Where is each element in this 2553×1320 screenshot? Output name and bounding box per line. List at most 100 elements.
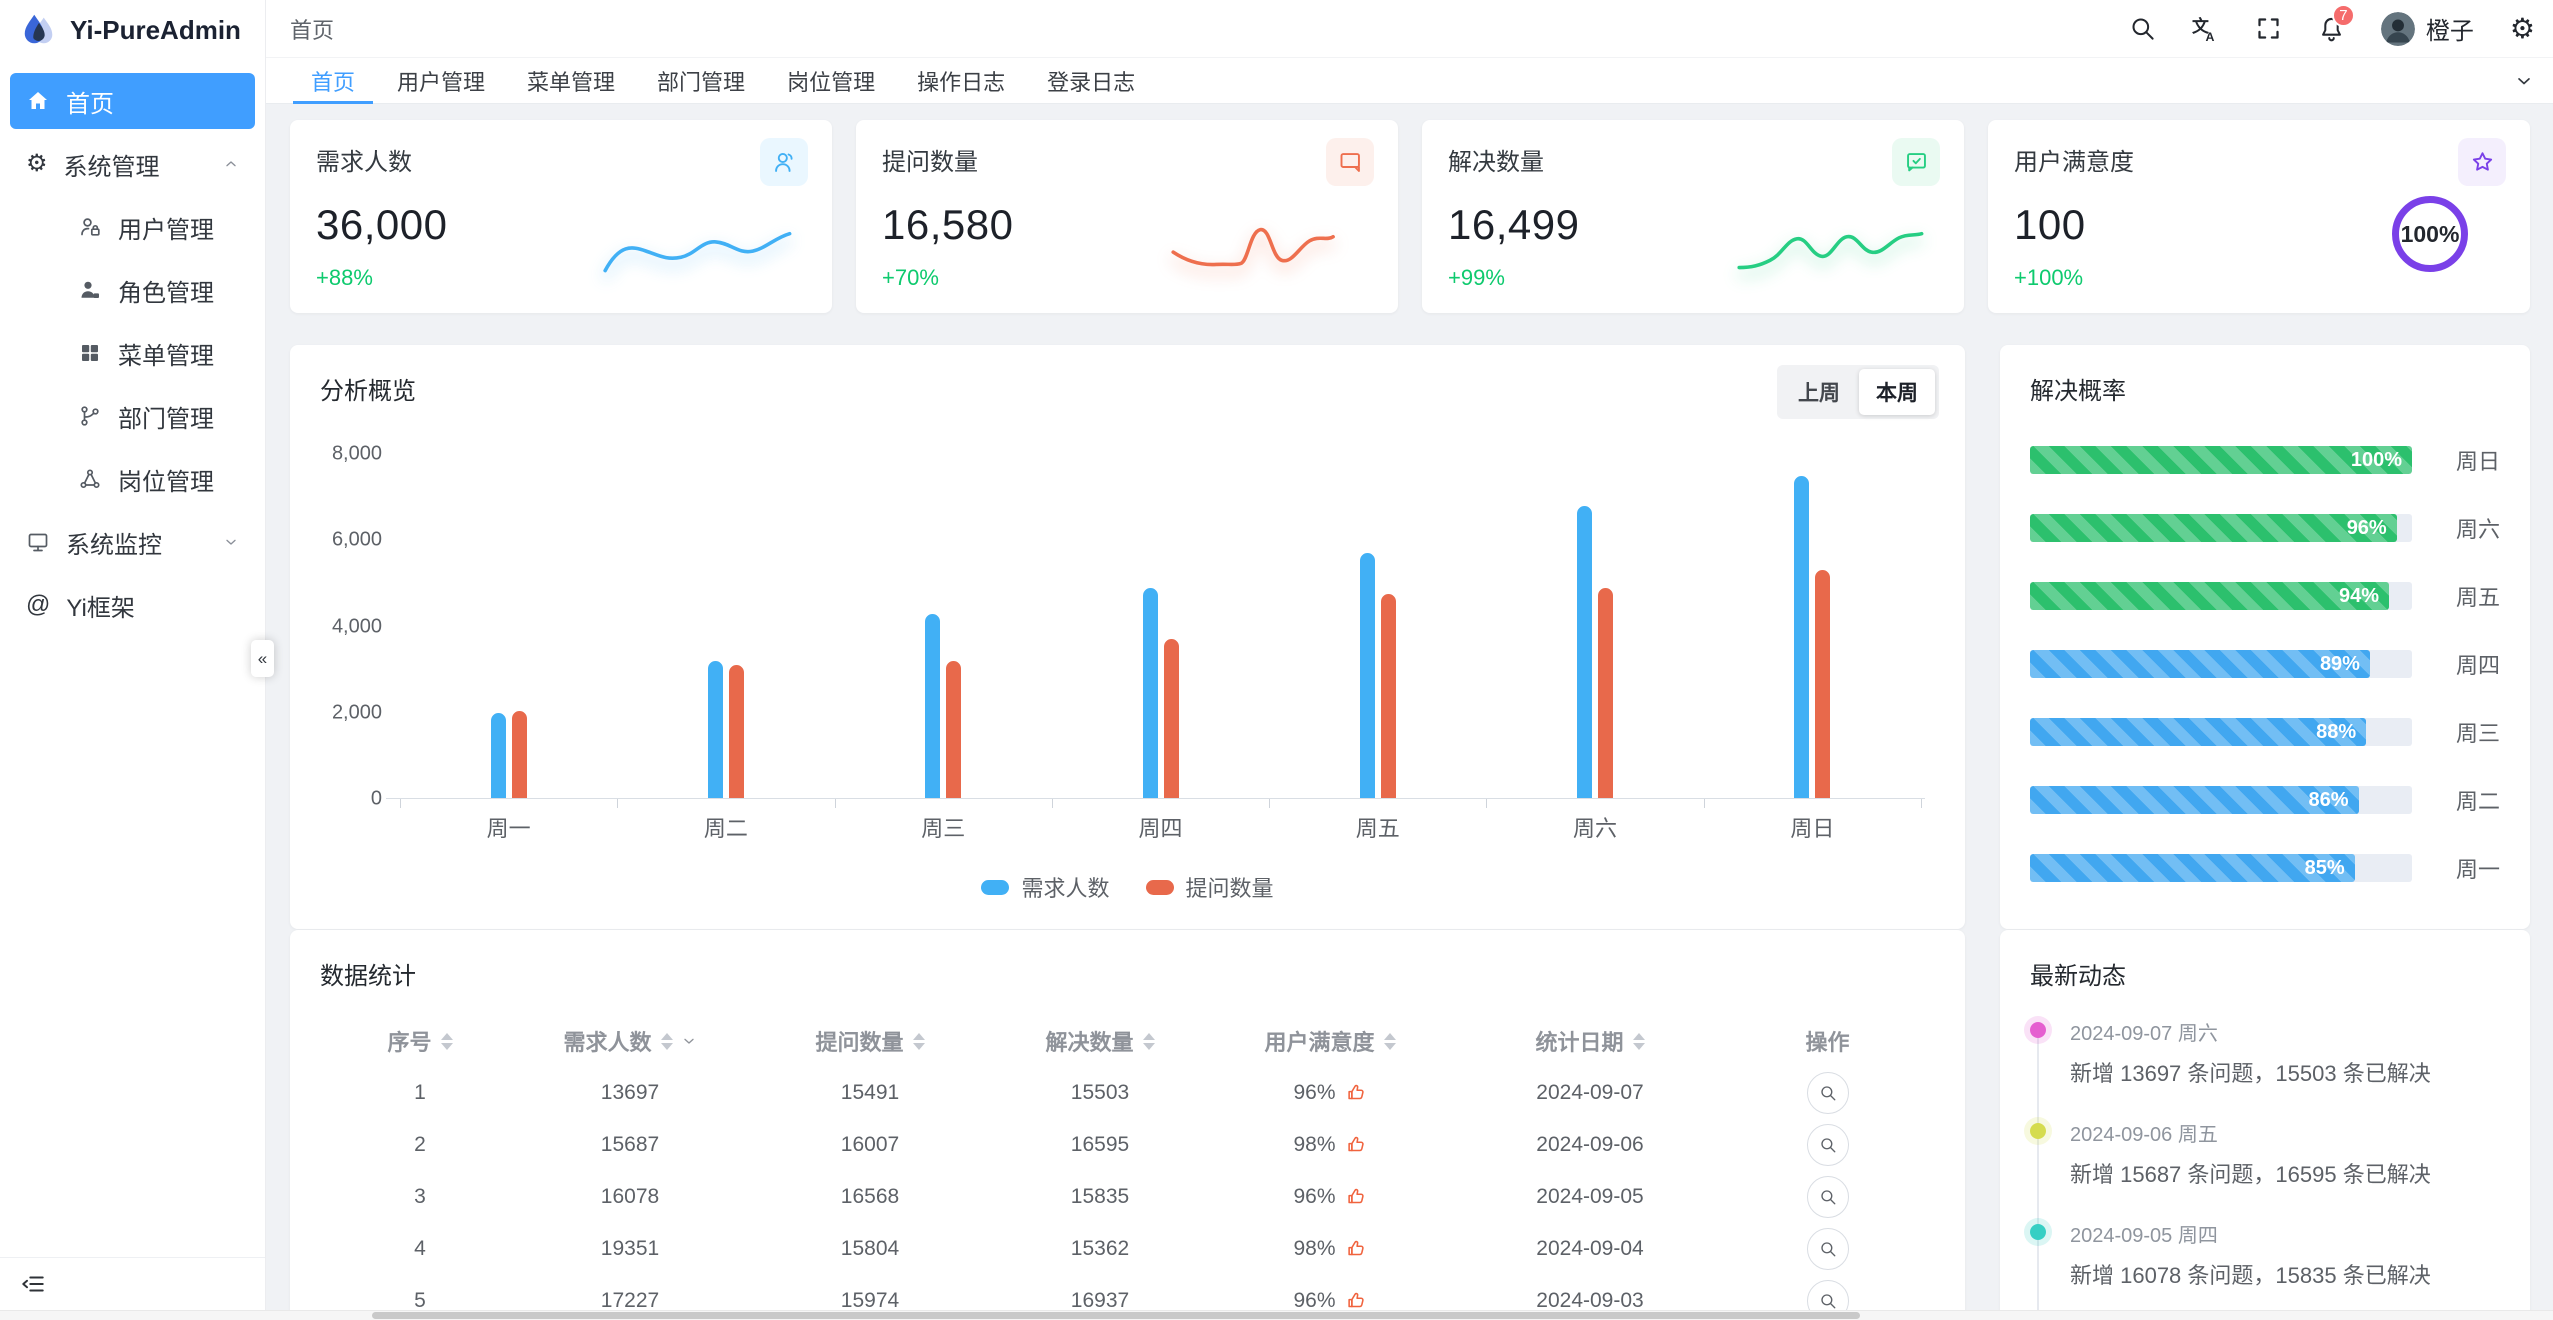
monitor-icon [26, 530, 50, 554]
progress-track: 100% [2030, 446, 2412, 474]
bar-group-周四 [1142, 454, 1179, 799]
tab-操作日志[interactable]: 操作日志 [917, 69, 1006, 95]
cell-solved: 16595 [1070, 1133, 1130, 1156]
toggle-上周[interactable]: 上周 [1798, 382, 1840, 405]
cell-satisfaction: 96% [1200, 1185, 1460, 1209]
sidebar-collapse-button[interactable]: « [251, 640, 274, 677]
legend-item-提问数量[interactable]: 提问数量 [1145, 871, 1274, 903]
solve-rate-title: 解决概率 [2030, 378, 2126, 405]
tab-岗位管理[interactable]: 岗位管理 [787, 69, 876, 95]
stat-card-delta: +88% [316, 265, 373, 290]
sparkline-blue [599, 209, 804, 283]
caret-down-icon [912, 1042, 925, 1050]
horizontal-scrollbar-thumb[interactable] [372, 1312, 1860, 1319]
column-header-序号[interactable]: 序号 [320, 1025, 520, 1057]
user-menu[interactable]: 橙子 [2380, 11, 2474, 46]
solve-rate-row: 88% 周三 [2030, 716, 2500, 748]
sidebar-item-部门管理[interactable]: 部门管理 [10, 388, 255, 444]
notifications-button[interactable]: 7 [2318, 4, 2355, 42]
progress-day-label: 周四 [2455, 653, 2500, 678]
stat-card-icon-tile [1892, 138, 1940, 186]
sidebar-item-Yi框架[interactable]: @ Yi框架 [10, 577, 255, 633]
column-header-提问数量[interactable]: 提问数量 [740, 1025, 1000, 1057]
tab-部门管理[interactable]: 部门管理 [657, 69, 746, 95]
sparkline-orange [1165, 209, 1370, 283]
view-detail-button[interactable] [1806, 1124, 1849, 1166]
sidebar-group-系统监控[interactable]: 系统监控 [10, 514, 255, 570]
stat-card-value: 16,580 [882, 201, 1014, 248]
x-axis-label: 周三 [921, 816, 966, 841]
sidebar-item-角色管理[interactable]: 角色管理 [10, 262, 255, 318]
y-axis-label: 6,000 [331, 528, 382, 551]
caret-up-icon [440, 1032, 453, 1040]
sort-carets-icon [660, 1032, 673, 1050]
stat-card-title: 用户满意度 [2014, 149, 2134, 176]
avatar [2380, 11, 2415, 46]
cell-questions: 15974 [840, 1289, 900, 1312]
magnifier-icon [1819, 1136, 1837, 1154]
cell-satisfaction: 96% [1200, 1081, 1460, 1105]
timeline-date: 2024-09-06 周五 [2070, 1124, 2218, 1146]
sidebar-item-首页[interactable]: 首页 [10, 73, 255, 129]
legend-swatch [981, 879, 1010, 895]
timeline-date: 2024-09-05 周四 [2070, 1225, 2218, 1247]
table-row: 1 13697 15491 15503 96% 2024-09-07 [320, 1067, 1935, 1119]
column-header-用户满意度[interactable]: 用户满意度 [1200, 1025, 1460, 1057]
tab-首页[interactable]: 首页 [290, 58, 376, 104]
fullscreen-icon[interactable] [2255, 15, 2282, 42]
sidebar-item-菜单管理[interactable]: 菜单管理 [10, 325, 255, 381]
search-icon[interactable] [2129, 15, 2156, 42]
progress-value: 100% [2350, 448, 2402, 471]
cell-index: 1 [414, 1081, 426, 1104]
table-row: 5 17227 15974 16937 96% 2024-09-03 [320, 1275, 1935, 1320]
sidebar-group-系统管理[interactable]: ⚙ 系统管理 [10, 136, 255, 192]
solve-rate-row: 94% 周五 [2030, 580, 2500, 612]
sort-carets-icon [1632, 1032, 1645, 1050]
tab-用户管理[interactable]: 用户管理 [397, 69, 486, 95]
column-header-label: 提问数量 [815, 1030, 904, 1055]
sidebar-item-label: 系统管理 [63, 153, 160, 181]
sidebar-menu: 首页 ⚙ 系统管理用户管理角色管理菜单管理部门管理岗位管理系统监控 @ Yi框架 [0, 60, 265, 633]
toggle-本周[interactable]: 本周 [1859, 369, 1935, 415]
y-axis-label: 0 [370, 787, 382, 810]
column-header-解决数量[interactable]: 解决数量 [1000, 1025, 1200, 1057]
stats-table: 序号 需求人数 提问数量 解决数量 用户满意度 统计日期 操作 1 13697 15491 1550… [320, 1015, 1935, 1320]
user-lock-icon [78, 215, 102, 239]
bar-提问数量 [1163, 639, 1179, 799]
progress-day-label: 周一 [2455, 857, 2500, 882]
timeline-title: 最新动态 [2030, 963, 2126, 990]
logo-row[interactable]: Yi-PureAdmin [0, 0, 265, 60]
bar-提问数量 [728, 665, 744, 799]
cell-questions: 16007 [840, 1133, 900, 1156]
cell-index: 2 [414, 1133, 426, 1156]
stat-card-value: 16,499 [1448, 201, 1580, 248]
cell-questions: 15804 [840, 1237, 900, 1260]
satisfaction-value: 96% [1293, 1081, 1336, 1104]
sidebar-footer [0, 1257, 265, 1310]
sidebar-item-用户管理[interactable]: 用户管理 [10, 199, 255, 255]
satisfaction-value: 98% [1293, 1133, 1336, 1156]
bar-提问数量 [1380, 594, 1396, 799]
tab-菜单管理[interactable]: 菜单管理 [527, 69, 616, 95]
tab-登录日志[interactable]: 登录日志 [1047, 69, 1136, 95]
stat-card-icon-tile [2458, 138, 2506, 186]
view-detail-button[interactable] [1806, 1228, 1849, 1270]
magnifier-icon [1819, 1188, 1837, 1206]
column-header-统计日期[interactable]: 统计日期 [1460, 1025, 1720, 1057]
settings-gear-icon[interactable]: ⚙ [2509, 12, 2535, 44]
legend-item-需求人数[interactable]: 需求人数 [981, 871, 1110, 903]
tab-more-button[interactable] [2495, 58, 2553, 103]
view-detail-button[interactable] [1806, 1072, 1849, 1114]
timeline-item: 2024-09-05 周四 新增 16078 条问题，15835 条已解决 [2030, 1219, 2500, 1290]
progress-track: 89% [2030, 650, 2412, 678]
progress-value: 96% [2346, 516, 2387, 539]
menu-fold-icon[interactable] [20, 1271, 46, 1297]
column-header-需求人数[interactable]: 需求人数 [520, 1025, 740, 1057]
sidebar-item-岗位管理[interactable]: 岗位管理 [10, 451, 255, 507]
timeline-text: 新增 15687 条问题，16595 条已解决 [2070, 1162, 2431, 1187]
view-detail-button[interactable] [1806, 1176, 1849, 1218]
